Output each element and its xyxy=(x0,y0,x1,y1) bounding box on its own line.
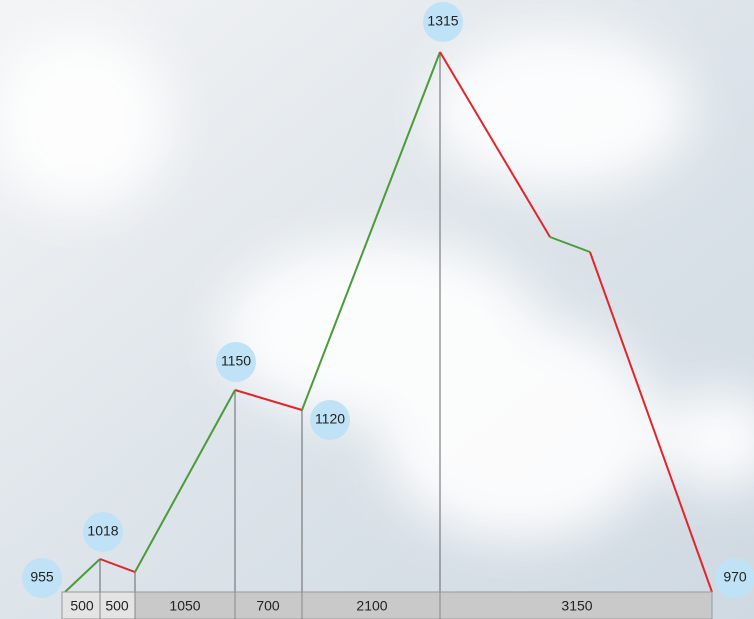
distance-label: 2100 xyxy=(356,598,387,614)
elevation-label: 1150 xyxy=(221,353,251,369)
distance-label: 1050 xyxy=(169,598,200,614)
elevation-label: 1120 xyxy=(315,411,345,427)
elevation-label: 970 xyxy=(723,569,747,585)
distance-label: 500 xyxy=(105,598,129,614)
elevation-label: 955 xyxy=(30,569,54,585)
distance-label: 3150 xyxy=(561,598,592,614)
distance-label: 500 xyxy=(70,598,94,614)
elevation-label: 1018 xyxy=(87,523,118,539)
distance-bar: 500 500 1050 700 2100 3150 xyxy=(62,592,712,619)
distance-label: 700 xyxy=(256,598,280,614)
elevation-label: 1315 xyxy=(427,13,458,29)
elevation-profile: 500 500 1050 700 2100 3150 955 1018 1150… xyxy=(0,0,754,619)
